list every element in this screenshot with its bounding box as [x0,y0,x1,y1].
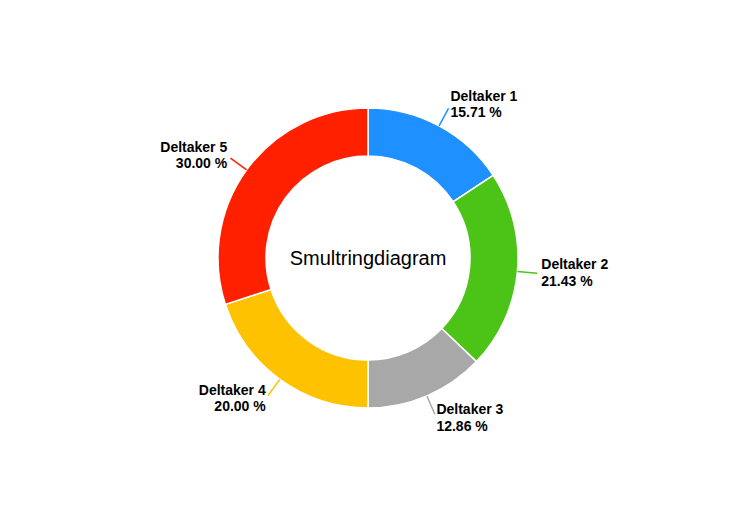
svg-text:Deltaker 221.43 %: Deltaker 221.43 % [541,256,608,289]
svg-text:Smultringdiagram: Smultringdiagram [290,247,447,269]
svg-text:Deltaker 115.71 %: Deltaker 115.71 % [450,88,517,121]
svg-text:Deltaker 420.00 %: Deltaker 420.00 % [199,382,266,415]
svg-text:Deltaker 312.86 %: Deltaker 312.86 % [436,401,503,434]
svg-text:Deltaker 530.00 %: Deltaker 530.00 % [160,139,227,172]
